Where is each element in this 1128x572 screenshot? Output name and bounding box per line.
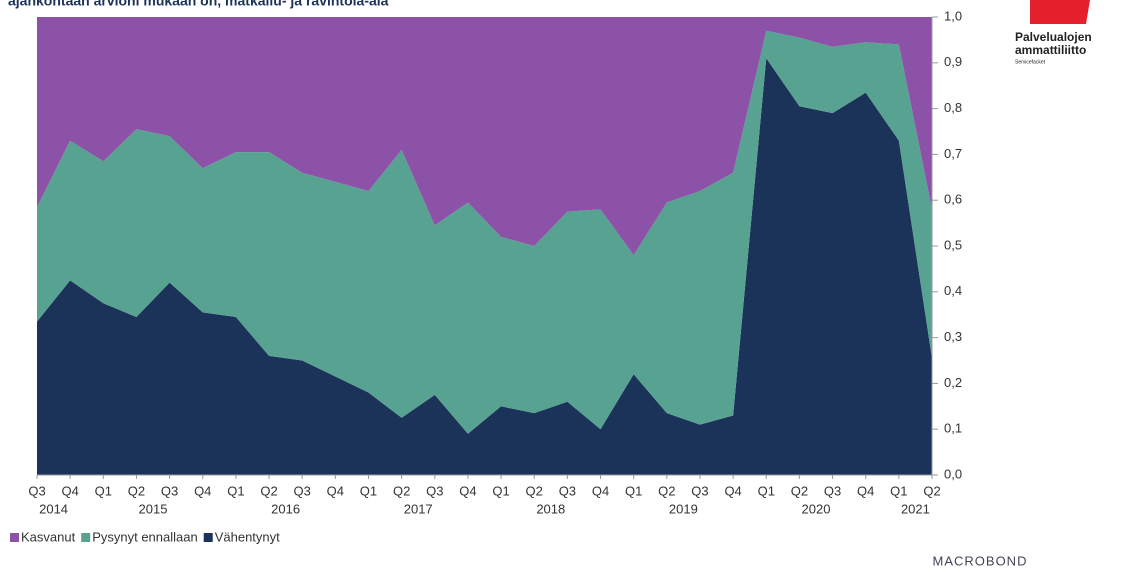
x-tick-label: Q2 [128, 483, 145, 498]
x-tick-label: Q3 [559, 483, 576, 498]
y-tick-label: 0,7 [944, 146, 962, 161]
y-tick-label: 0,6 [944, 192, 962, 207]
x-year-label: 2018 [536, 501, 565, 516]
x-tick-label: Q2 [393, 483, 410, 498]
x-year-label: 2021 [901, 501, 930, 516]
x-year-label: 2017 [404, 501, 433, 516]
x-tick-label: Q1 [227, 483, 244, 498]
x-tick-label: Q2 [260, 483, 277, 498]
x-tick-label: Q4 [857, 483, 874, 498]
x-tick-label: Q2 [923, 483, 940, 498]
x-tick-label: Q1 [95, 483, 112, 498]
x-tick-label: Q4 [194, 483, 211, 498]
x-tick-label: Q4 [724, 483, 741, 498]
logo-text: Palvelualojen [1015, 30, 1092, 44]
area [37, 30, 932, 434]
x-tick-label: Q3 [28, 483, 45, 498]
area [37, 17, 932, 256]
x-year-label: 2015 [139, 501, 168, 516]
y-tick-label: 0,2 [944, 375, 962, 390]
x-year-label: 2016 [271, 501, 300, 516]
legend-swatch [203, 533, 213, 542]
x-tick-label: Q2 [791, 483, 808, 498]
x-tick-label: Q3 [824, 483, 841, 498]
x-tick-label: Q4 [327, 483, 344, 498]
x-tick-label: Q3 [426, 483, 443, 498]
y-tick-label: 0,4 [944, 283, 962, 298]
logo-text: ammattiliitto [1015, 43, 1086, 57]
x-tick-label: Q3 [294, 483, 311, 498]
x-tick-label: Q1 [890, 483, 907, 498]
x-tick-label: Q1 [758, 483, 775, 498]
y-tick-label: 0,0 [944, 466, 962, 481]
area [37, 58, 932, 475]
logo-shape [1030, 0, 1090, 24]
x-tick-label: Q4 [592, 483, 609, 498]
x-year-label: 2019 [669, 501, 698, 516]
legend-label: Vähentynyt [215, 529, 280, 544]
y-tick-label: 0,8 [944, 100, 962, 115]
x-tick-label: Q2 [526, 483, 543, 498]
x-tick-label: Q1 [492, 483, 509, 498]
logo-subtext: Servicefacket [1015, 59, 1046, 65]
source: MACROBOND [933, 553, 1028, 568]
legend-label: Kasvanut [21, 529, 76, 544]
x-year-label: 2020 [802, 501, 831, 516]
y-tick-label: 0,3 [944, 329, 962, 344]
chart-title: ajankohtaan arvioni mukaan on, matkailu-… [8, 0, 389, 9]
x-tick-label: Q4 [459, 483, 476, 498]
y-tick-label: 1,0 [944, 8, 962, 23]
legend-swatch [81, 533, 91, 542]
y-tick-label: 0,9 [944, 54, 962, 69]
x-tick-label: Q4 [61, 483, 78, 498]
y-tick-label: 0,1 [944, 421, 962, 436]
x-tick-label: Q2 [658, 483, 675, 498]
x-tick-label: Q3 [691, 483, 708, 498]
legend-swatch [10, 533, 19, 542]
legend-label: Pysynyt ennallaan [92, 529, 198, 544]
x-tick-label: Q3 [161, 483, 178, 498]
y-tick-label: 0,5 [944, 237, 962, 252]
x-tick-label: Q1 [625, 483, 642, 498]
x-year-label: 2014 [39, 501, 68, 516]
x-tick-label: Q1 [360, 483, 377, 498]
